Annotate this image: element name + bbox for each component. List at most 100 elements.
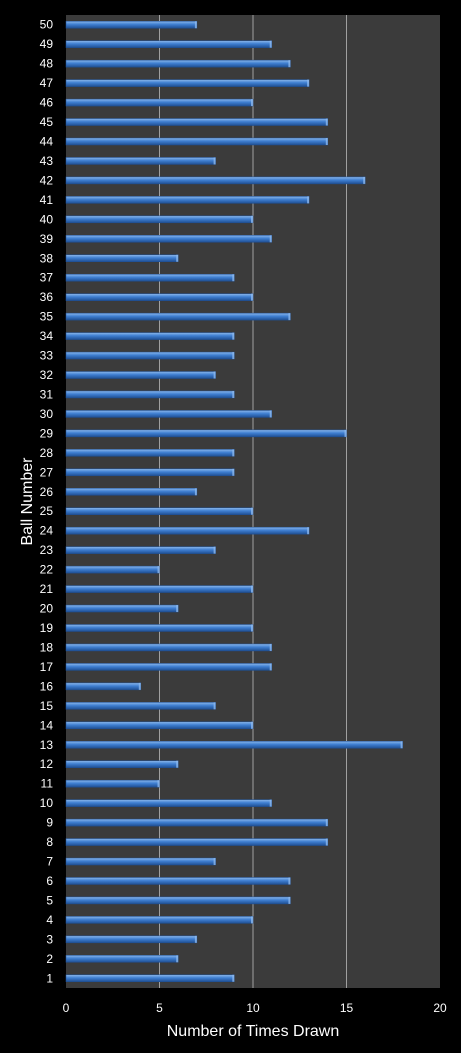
- bar-cap-ball-9: [325, 819, 328, 827]
- bar-ball-30: [65, 410, 272, 418]
- bar-cap-ball-49: [269, 40, 272, 48]
- y-tick-label: 36: [40, 290, 54, 304]
- y-tick-label: 46: [40, 96, 54, 110]
- bar-cap-ball-23: [213, 546, 216, 554]
- bar-ball-23: [65, 546, 216, 554]
- bar-cap-ball-27: [232, 468, 235, 476]
- bar-ball-10: [65, 799, 272, 807]
- bar-cap-ball-20: [176, 605, 179, 613]
- bar-ball-28: [65, 449, 235, 457]
- bar-cap-ball-25: [251, 507, 253, 515]
- y-tick-label: 10: [40, 796, 54, 810]
- y-tick-label: 14: [40, 718, 54, 732]
- bar-cap-ball-33: [232, 352, 235, 360]
- bar-cap-ball-43: [213, 157, 216, 165]
- bar-ball-36: [65, 293, 254, 301]
- y-tick-label: 4: [46, 913, 53, 927]
- bar-ball-32: [65, 371, 216, 379]
- bar-ball-49: [65, 40, 272, 48]
- x-tick-label: 15: [340, 1001, 354, 1015]
- bar-ball-25: [65, 507, 254, 515]
- bar-cap-ball-36: [251, 293, 253, 301]
- bar-ball-24: [65, 526, 310, 535]
- bar-ball-13: [65, 741, 403, 749]
- x-tick-label: 10: [246, 1001, 260, 1015]
- y-tick-label: 5: [46, 893, 53, 907]
- bar-ball-4: [65, 916, 254, 924]
- bar-ball-21: [65, 585, 254, 593]
- bar-cap-ball-12: [176, 760, 179, 768]
- y-tick-label: 37: [40, 271, 54, 285]
- bar-ball-22: [65, 565, 160, 574]
- bar-cap-ball-39: [269, 235, 272, 243]
- bar-cap-ball-30: [269, 410, 272, 418]
- bar-cap-ball-41: [307, 196, 310, 204]
- y-tick-label: 13: [40, 738, 54, 752]
- x-axis-title: Number of Times Drawn: [167, 1023, 340, 1040]
- bar-ball-41: [65, 196, 310, 204]
- bar-ball-2: [65, 955, 179, 963]
- bar-cap-ball-29: [344, 429, 347, 437]
- bar-ball-19: [65, 624, 254, 632]
- y-tick-label: 25: [40, 504, 54, 518]
- bar-ball-47: [65, 79, 310, 87]
- bar-cap-ball-40: [251, 215, 253, 223]
- y-tick-label: 22: [40, 563, 54, 577]
- bar-ball-5: [65, 896, 291, 905]
- y-tick-label: 1: [46, 971, 53, 985]
- bar-ball-27: [65, 468, 235, 477]
- bar-ball-42: [65, 176, 366, 185]
- bar-cap-ball-14: [251, 721, 253, 729]
- bar-cap-ball-7: [213, 858, 216, 866]
- bar-cap-ball-19: [251, 624, 253, 632]
- bar-ball-29: [65, 429, 347, 438]
- y-tick-label: 23: [40, 543, 54, 557]
- y-tick-label: 11: [41, 777, 54, 791]
- bar-ball-1: [65, 974, 235, 983]
- y-tick-label: 43: [40, 154, 54, 168]
- bar-ball-9: [65, 818, 329, 827]
- bar-ball-3: [65, 935, 198, 944]
- bar-ball-50: [65, 20, 198, 29]
- x-tick-label: 0: [63, 1001, 70, 1015]
- bar-ball-26: [65, 488, 198, 496]
- bar-ball-35: [65, 312, 291, 321]
- y-axis-title: Ball Number: [19, 457, 36, 546]
- bar-cap-ball-17: [269, 663, 272, 671]
- bars: [65, 20, 403, 983]
- bar-cap-ball-35: [288, 313, 291, 321]
- y-tick-label: 38: [40, 251, 54, 265]
- y-tick-label: 49: [40, 37, 54, 51]
- bar-ball-34: [65, 332, 235, 340]
- bar-ball-43: [65, 157, 216, 165]
- bar-cap-ball-44: [325, 137, 328, 145]
- bar-cap-ball-48: [288, 60, 291, 68]
- bar-cap-ball-6: [288, 877, 291, 885]
- y-tick-label: 20: [40, 602, 54, 616]
- bar-cap-ball-3: [194, 935, 197, 943]
- bar-cap-ball-32: [213, 371, 216, 379]
- y-tick-label: 9: [46, 816, 53, 830]
- y-tick-label: 16: [40, 679, 54, 693]
- y-tick-label: 34: [40, 329, 54, 343]
- y-tick-label: 44: [40, 134, 54, 148]
- y-tick-label: 24: [40, 524, 54, 538]
- bar-ball-17: [65, 663, 272, 671]
- y-tick-labels: 1234567891011121314151617181920212223242…: [40, 18, 54, 986]
- y-tick-label: 6: [46, 874, 53, 888]
- y-tick-label: 48: [40, 57, 54, 71]
- y-tick-label: 19: [40, 621, 54, 635]
- bar-cap-ball-31: [232, 390, 235, 398]
- bar-ball-6: [65, 877, 291, 885]
- y-tick-label: 40: [40, 212, 54, 226]
- bar-cap-ball-22: [157, 566, 160, 574]
- bar-cap-ball-4: [251, 916, 253, 924]
- bar-cap-ball-10: [269, 799, 272, 807]
- bar-ball-44: [65, 137, 329, 146]
- bar-cap-ball-11: [157, 780, 160, 788]
- bar-cap-ball-13: [400, 741, 403, 749]
- bar-cap-ball-8: [325, 838, 328, 846]
- bar-ball-20: [65, 604, 179, 613]
- bar-cap-ball-5: [288, 896, 291, 904]
- y-tick-label: 7: [46, 855, 53, 869]
